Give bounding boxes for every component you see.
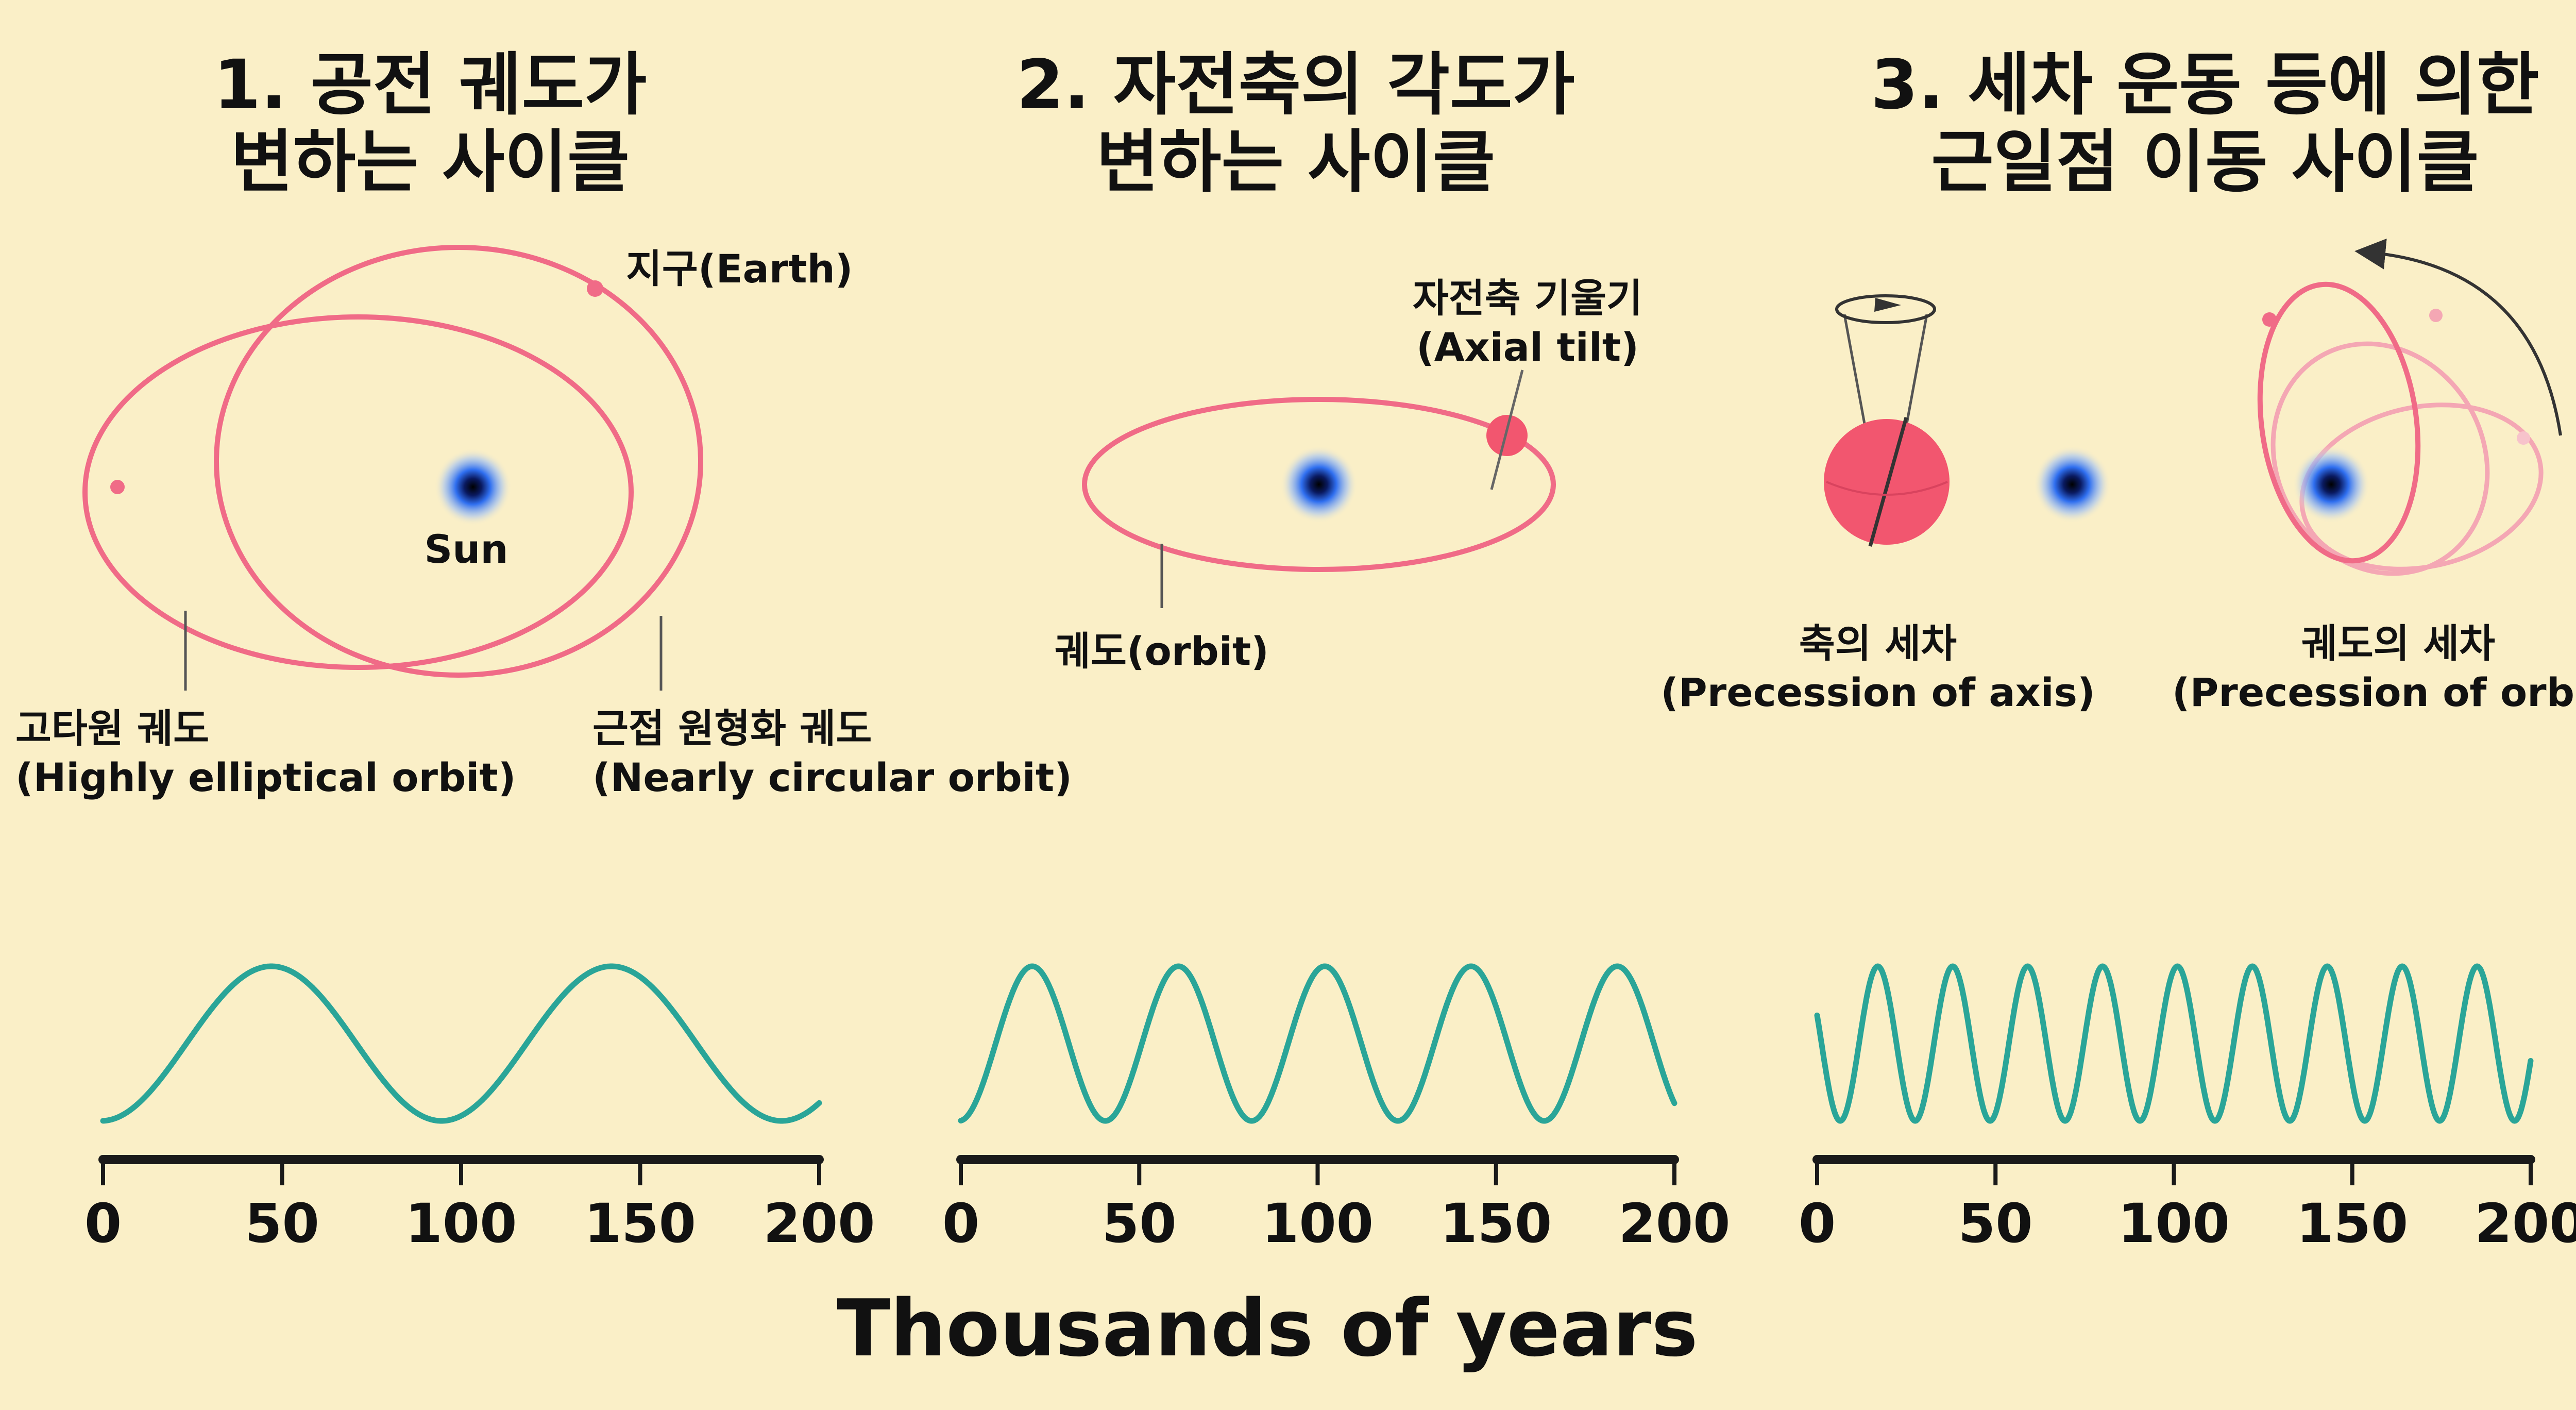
elliptical-orbit-label-en: (Highly elliptical orbit) bbox=[15, 754, 516, 800]
x-tick-label: 50 bbox=[1102, 1192, 1177, 1255]
panel-2-title-line1: 2. 자전축의 각도가 bbox=[1016, 45, 1575, 125]
sun-label: Sun bbox=[425, 526, 509, 572]
sun-icon bbox=[1280, 446, 1358, 523]
chart-obliquity-cycle: 0 50 100 150 200 bbox=[942, 963, 1731, 1255]
x-tick-label: 100 bbox=[405, 1192, 517, 1255]
axis-precession-label-en: (Precession of axis) bbox=[1660, 669, 2095, 715]
x-tick-label: 0 bbox=[84, 1192, 122, 1255]
cycle-wave-line bbox=[958, 963, 1677, 1124]
x-tick-label: 150 bbox=[2296, 1192, 2408, 1255]
elliptical-orbit bbox=[82, 314, 634, 670]
orbit-label: 궤도(orbit) bbox=[1055, 628, 1269, 674]
x-tick-label: 200 bbox=[1618, 1192, 1730, 1255]
orbit-ellipse bbox=[1082, 397, 1556, 572]
panel-axial-tilt: 2. 자전축의 각도가 변하는 사이클 자전축 기울기 (Axial tilt)… bbox=[1016, 45, 1642, 674]
panel-3-title-line1: 3. 세차 운동 등에 의한 bbox=[1871, 45, 2539, 125]
panel-1-title-line2: 변하는 사이클 bbox=[231, 123, 630, 202]
circular-orbit bbox=[214, 245, 703, 678]
x-axis-title: Thousands of years bbox=[837, 1283, 1698, 1374]
x-tick-label: 100 bbox=[1262, 1192, 1374, 1255]
orbit-precession-label-en: (Precession of orbit) bbox=[2172, 669, 2576, 715]
earth-icon bbox=[1486, 415, 1528, 456]
earth-marker bbox=[587, 280, 603, 297]
sun-icon bbox=[2033, 446, 2111, 523]
panel-1-title-line1: 1. 공전 궤도가 bbox=[213, 45, 647, 125]
x-tick-label: 200 bbox=[2475, 1192, 2576, 1255]
axial-tilt-axis bbox=[1490, 370, 1524, 490]
x-tick-label: 0 bbox=[1799, 1192, 1836, 1255]
orbit-precession-icon bbox=[2257, 238, 2562, 576]
x-tick-label: 200 bbox=[763, 1192, 875, 1255]
x-tick-label: 150 bbox=[584, 1192, 696, 1255]
x-tick-label: 50 bbox=[1958, 1192, 2033, 1255]
chart-eccentricity-cycle: 0 50 100 150 200 bbox=[84, 963, 875, 1255]
axial-tilt-label-en: (Axial tilt) bbox=[1416, 324, 1639, 370]
cycle-wave-line bbox=[1814, 963, 2534, 1124]
orbit-precession-label-ko: 궤도의 세차 bbox=[2301, 620, 2495, 666]
x-tick-label: 100 bbox=[2118, 1192, 2230, 1255]
axis-precession-icon bbox=[1824, 294, 1950, 547]
panel-precession: 3. 세차 운동 등에 의한 근일점 이동 사이클 축의 세차 (Precess… bbox=[1660, 45, 2576, 715]
axial-tilt-label-ko: 자전축 기울기 bbox=[1413, 275, 1642, 321]
sun-icon bbox=[434, 448, 512, 526]
earth-marker-aphelion bbox=[110, 480, 125, 494]
elliptical-orbit-label-ko: 고타원 궤도 bbox=[15, 706, 209, 751]
x-tick-label: 50 bbox=[245, 1192, 319, 1255]
panel-3-title-line2: 근일점 이동 사이클 bbox=[1931, 123, 2479, 202]
x-tick-label: 0 bbox=[942, 1192, 979, 1255]
earth-label: 지구(Earth) bbox=[626, 246, 853, 292]
panel-orbit-eccentricity: 1. 공전 궤도가 변하는 사이클 Sun 지구(Earth) 고타원 궤도 (… bbox=[15, 45, 1072, 800]
cycle-wave-line bbox=[100, 963, 822, 1124]
circular-orbit-label-ko: 근접 원형화 궤도 bbox=[592, 706, 872, 751]
x-tick-label: 150 bbox=[1440, 1192, 1552, 1255]
panel-2-title-line2: 변하는 사이클 bbox=[1096, 123, 1496, 202]
circular-orbit-label-en: (Nearly circular orbit) bbox=[592, 754, 1072, 800]
chart-precession-cycle: 0 50 100 150 200 bbox=[1799, 963, 2576, 1255]
axis-precession-label-ko: 축의 세차 bbox=[1799, 620, 1957, 666]
sun-icon bbox=[2293, 446, 2370, 523]
